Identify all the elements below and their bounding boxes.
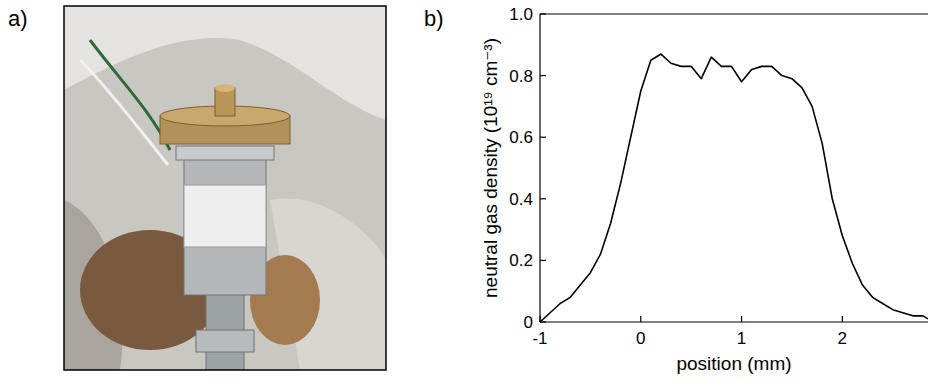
photo-nut [196, 330, 254, 352]
y-axis-line [539, 14, 540, 322]
x-axis-title: position (mm) [676, 353, 791, 374]
y-axis-title: neutral gas density (10¹⁹ cm⁻³) [480, 38, 501, 298]
x-tick-label: 2 [838, 329, 847, 348]
photo-valve-body [184, 155, 266, 295]
photo-nozzle [215, 88, 235, 116]
y-tick-label: 0.4 [509, 190, 533, 209]
x-tick-label: 0 [636, 329, 645, 348]
x-axis-line [540, 321, 928, 322]
panel-label: a) [8, 6, 28, 31]
y-tick [540, 260, 546, 261]
photo-background [64, 6, 386, 370]
x-tick-label: -1 [532, 329, 547, 348]
x-tick [741, 316, 742, 322]
y-tick [540, 198, 546, 199]
photo-valve-sticker [184, 185, 266, 247]
photo-bright-area [64, 6, 386, 120]
x-tick [842, 316, 843, 322]
photo-nozzle-top [215, 84, 235, 92]
x-tick-label: 1 [737, 329, 746, 348]
photo-wire [80, 60, 168, 165]
photo-content [64, 6, 386, 370]
y-tick-label: 1.0 [509, 5, 533, 24]
photo-wire [90, 40, 170, 150]
y-tick [540, 75, 546, 76]
panel-label: b) [424, 6, 444, 31]
photo-frame [64, 6, 386, 370]
y-tick-label: 0.2 [509, 251, 533, 270]
y-tick-label: 0.8 [509, 67, 533, 86]
y-tick [540, 13, 546, 14]
x-tick [640, 316, 641, 322]
photo-bolts [176, 146, 274, 160]
y-tick-label: 0.6 [509, 128, 533, 147]
data-layer [540, 54, 928, 322]
density-line [540, 54, 928, 322]
top-frame-line [540, 13, 928, 14]
figure: a)b)00.20.40.60.81.0-1012position (mm)ne… [0, 0, 937, 380]
chart: 00.20.40.60.81.0-1012position (mm)neutra… [480, 5, 928, 374]
photo [64, 6, 386, 370]
y-tick [540, 137, 546, 138]
